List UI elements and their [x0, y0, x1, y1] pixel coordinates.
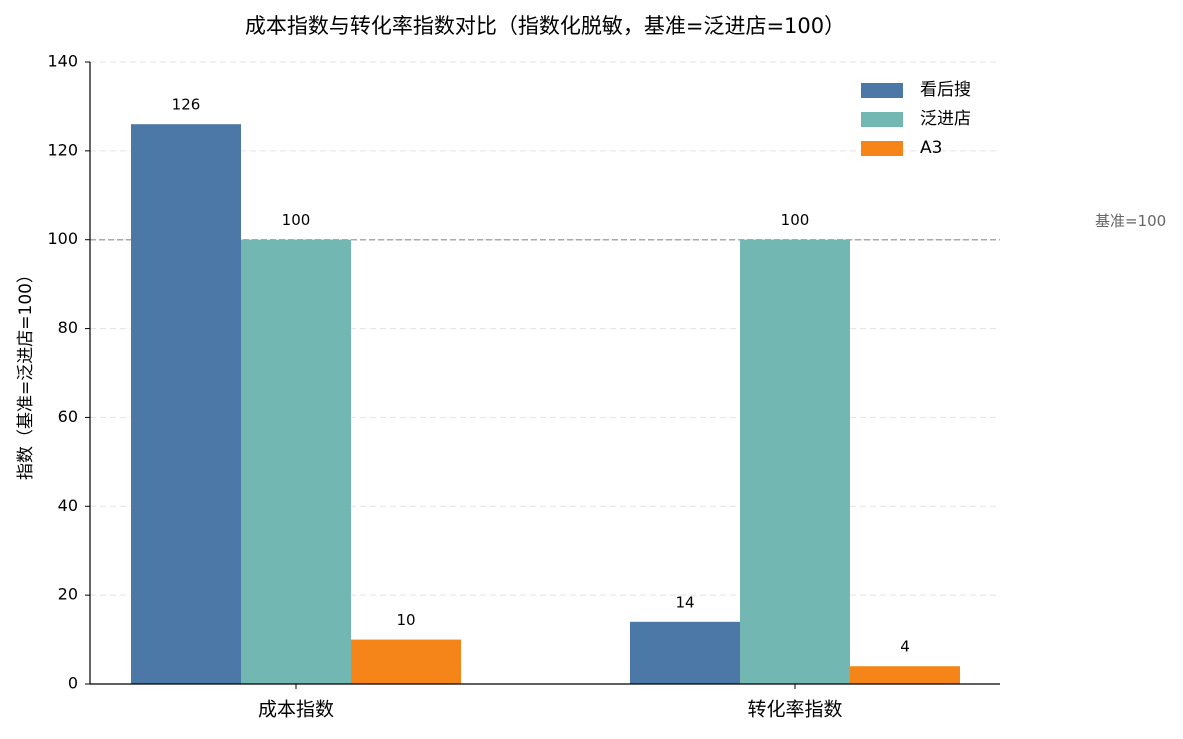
legend-swatch	[861, 83, 903, 98]
y-tick-label: 140	[47, 52, 78, 71]
y-tick-label: 100	[47, 229, 78, 248]
y-tick-label: 80	[58, 318, 78, 337]
reference-label: 基准=100	[1095, 212, 1166, 230]
y-tick-label: 120	[47, 140, 78, 159]
x-tick-label: 成本指数	[258, 699, 334, 721]
legend-swatch	[861, 141, 903, 156]
legend-swatch	[861, 112, 903, 127]
value-label: 100	[282, 211, 311, 229]
legend-label: 看后搜	[920, 80, 971, 100]
bar	[351, 639, 461, 684]
y-axis-label: 指数（基准=泛进店=100）	[16, 266, 36, 480]
y-tick-label: 20	[58, 585, 78, 604]
legend-label: 泛进店	[920, 109, 971, 129]
x-tick-label: 转化率指数	[747, 699, 842, 721]
y-tick-label: 0	[68, 674, 78, 693]
legend-label: A3	[920, 138, 942, 158]
value-label: 14	[675, 593, 694, 611]
bar	[850, 666, 960, 684]
value-label: 100	[781, 211, 810, 229]
bar	[241, 239, 351, 684]
bar	[630, 621, 740, 684]
value-label: 4	[900, 638, 910, 656]
y-tick-label: 60	[58, 407, 78, 426]
bar	[740, 239, 850, 684]
chart-title: 成本指数与转化率指数对比（指数化脱敏，基准=泛进店=100）	[245, 14, 845, 38]
y-tick-label: 40	[58, 496, 78, 515]
value-label: 10	[396, 611, 415, 629]
bar	[131, 124, 241, 684]
value-label: 126	[172, 96, 201, 114]
